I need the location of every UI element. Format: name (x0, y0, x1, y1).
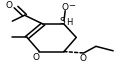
Text: O: O (33, 53, 40, 62)
Text: O: O (5, 1, 12, 10)
Text: H: H (66, 18, 73, 27)
Text: O: O (79, 54, 86, 63)
Text: −: − (69, 1, 75, 10)
Text: O: O (61, 3, 68, 12)
Text: S: S (59, 17, 65, 26)
